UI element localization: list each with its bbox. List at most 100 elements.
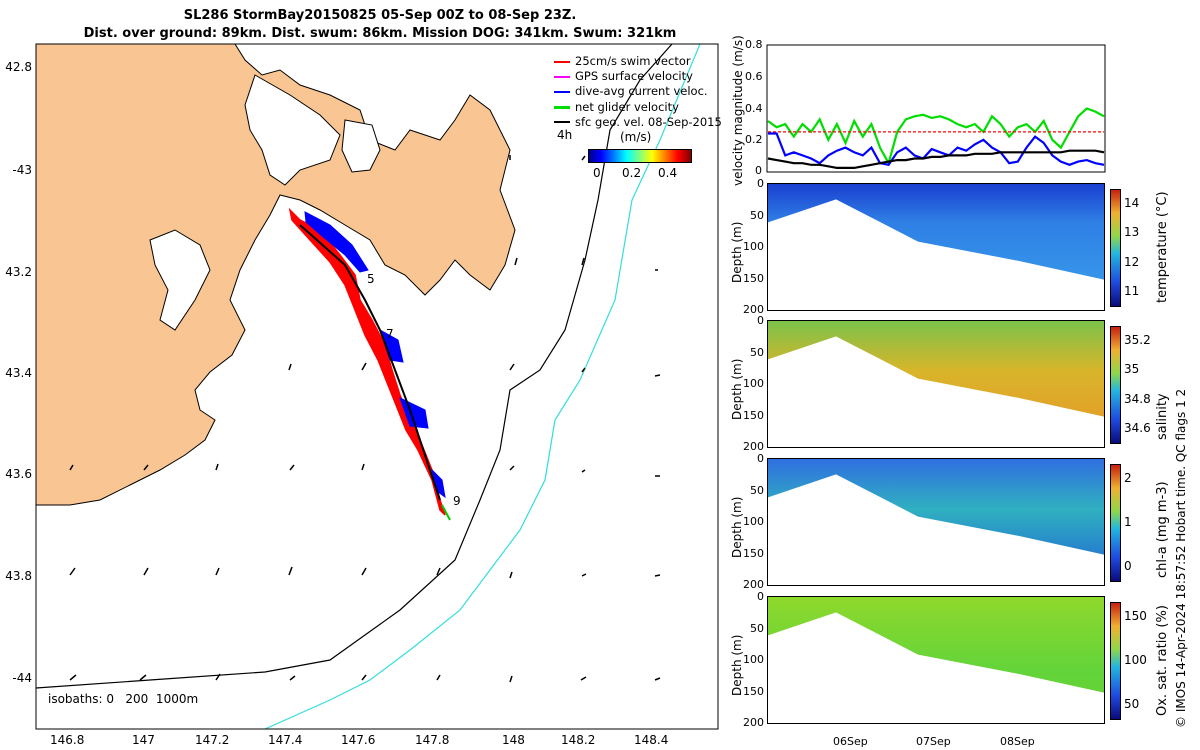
time-tick: 06Sep — [833, 735, 868, 748]
colorbar-tick: 0 — [593, 166, 601, 180]
colorbar-left-label: 4h — [557, 128, 573, 142]
depth-ytick: 50 — [750, 345, 764, 359]
map-xtick: 148.4 — [634, 733, 669, 747]
map-ytick: 42.8 — [5, 60, 32, 74]
vel-ytick: 0 — [755, 164, 762, 177]
colorbar-tick: 13 — [1124, 225, 1140, 240]
map-xtick: 147.8 — [415, 733, 450, 747]
depth-ytick: 150 — [743, 546, 764, 560]
depth-ytick: 100 — [743, 240, 764, 253]
depth-ytick: 0 — [757, 177, 764, 190]
geo-arrow-grid — [69, 155, 661, 683]
depth-ytick: 0 — [757, 314, 764, 327]
legend-swatch — [554, 75, 570, 78]
legend-item: GPS surface velocity — [554, 69, 722, 84]
section-colorbar — [1110, 189, 1121, 307]
colorbar-tick: 100 — [1124, 653, 1147, 667]
map-xtick: 147.6 — [341, 733, 376, 747]
section-panel — [767, 320, 1105, 448]
vel-ytick: 0.6 — [745, 70, 763, 83]
imos-side-label: © IMOS 14-Apr-2024 18:57:52 Hobart time.… — [1174, 388, 1188, 728]
colorbar-tick: 0.4 — [658, 166, 678, 180]
map-xtick: 147.4 — [268, 733, 303, 747]
colorbar-tick: 0 — [1124, 559, 1132, 574]
colorbar-label: temperature (°C) — [1155, 191, 1170, 303]
colorbar-tick: 0.2 — [622, 166, 642, 180]
day-label: 9 — [453, 494, 461, 508]
vel-ytick: 0.8 — [745, 38, 763, 51]
section-panel — [767, 458, 1105, 586]
legend-item: sfc geo. vel. 08-Sep-2015 — [554, 115, 722, 130]
colorbar-unit: (m/s) — [620, 130, 652, 144]
colorbar-tick: 1 — [1124, 515, 1132, 529]
depth-ytick: 100 — [743, 653, 764, 666]
map-x-axis: 146.8 147 147.2 147.4 147.6 147.8 148 14… — [0, 733, 760, 749]
section-colorbar — [1110, 602, 1121, 720]
seafloor-region — [768, 336, 1104, 447]
colorbar-tick: 150 — [1124, 608, 1147, 623]
legend-swatch — [554, 121, 570, 124]
depth-ytick: 200 — [743, 440, 764, 453]
map-xtick: 147 — [132, 733, 155, 747]
chart-subtitle: Dist. over ground: 89km. Dist. swum: 86k… — [83, 26, 677, 41]
legend-item: 25cm/s swim vector — [554, 54, 722, 69]
section-panel — [767, 596, 1105, 724]
time-tick: 07Sep — [916, 735, 951, 748]
map-ytick: 43.6 — [5, 467, 32, 481]
colorbar-tick: 2 — [1124, 470, 1132, 485]
sfc-velocity — [299, 224, 441, 501]
colorbar-tick: 50 — [1124, 697, 1140, 712]
depth-ytick: 200 — [743, 716, 764, 729]
colorbar-label: salinity — [1155, 393, 1170, 440]
map-ytick: -44 — [12, 671, 32, 685]
depth-ytick: 100 — [743, 377, 764, 390]
net-velocity — [441, 504, 451, 521]
map-xtick: 147.2 — [195, 733, 230, 747]
seafloor-mask — [768, 336, 1104, 447]
colorbar-tick: 34.8 — [1124, 391, 1151, 406]
day-label: 7 — [386, 327, 394, 341]
colorbar-tick: 14 — [1124, 195, 1140, 210]
depth-ytick: 100 — [743, 515, 764, 528]
seafloor-mask — [768, 612, 1104, 723]
bay-region — [244, 74, 341, 186]
legend-swatch — [554, 60, 570, 63]
depth-ytick: 150 — [743, 271, 764, 285]
map-legend: 25cm/s swim vector GPS surface velocity … — [554, 54, 722, 130]
legend-item: dive-avg current veloc. — [554, 84, 722, 99]
colorbar-tick: 12 — [1124, 254, 1140, 269]
chart-title: SL286 StormBay20150825 05-Sep 00Z to 08-… — [183, 8, 577, 23]
depth-ytick: 200 — [743, 303, 764, 316]
seafloor-mask — [768, 199, 1104, 310]
vel-ytick: 0.2 — [745, 133, 763, 146]
seafloor-mask — [768, 474, 1104, 585]
depth-ytick: 0 — [757, 452, 764, 465]
time-tick: 08Sep — [1000, 735, 1035, 748]
colorbar-tick: 11 — [1124, 284, 1140, 299]
colorbar-tick: 35 — [1124, 362, 1140, 377]
isobaths-label: isobaths: 0 200 1000m — [48, 692, 199, 706]
map-xtick: 148.2 — [561, 733, 596, 747]
seafloor-region — [768, 474, 1104, 585]
depth-ytick: 50 — [750, 208, 764, 222]
map-xtick: 146.8 — [50, 733, 85, 747]
section-panel — [767, 183, 1105, 311]
depth-ytick: 150 — [743, 684, 764, 698]
isobath-1000 — [264, 44, 701, 729]
depth-ytick: 0 — [757, 590, 764, 603]
seafloor-region — [768, 199, 1104, 310]
seafloor-region — [768, 612, 1104, 723]
glider-track — [288, 207, 446, 516]
current-vectors — [304, 211, 446, 499]
day-label: 5 — [367, 272, 375, 286]
map-xtick: 148 — [502, 733, 525, 747]
section-colorbar — [1110, 326, 1121, 444]
map-y-axis: 42.8 -43 43.2 43.4 43.6 43.8 -44 — [0, 0, 34, 750]
vel-ytick: 0.4 — [745, 102, 763, 115]
map-ytick: 43.2 — [5, 265, 32, 279]
depth-ytick: 200 — [743, 578, 764, 591]
colorbar-label: chl-a (mg m-3) — [1155, 481, 1170, 578]
legend-item: net glider velocity — [554, 100, 722, 115]
speed-colorbar — [588, 149, 692, 163]
